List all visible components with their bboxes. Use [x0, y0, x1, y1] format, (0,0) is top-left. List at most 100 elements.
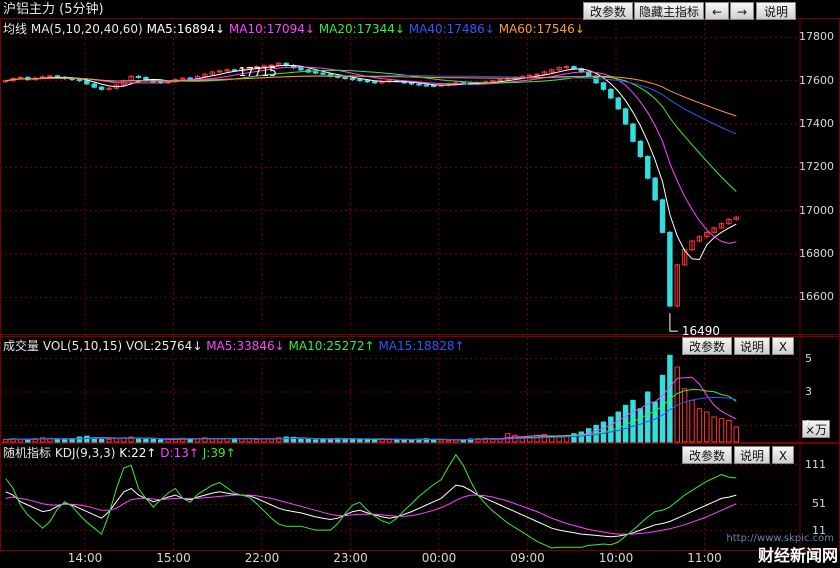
main-y-tick-label: 17000: [799, 203, 834, 217]
candle-body: [209, 71, 216, 75]
vol-ma10-legend: MA10:25272↑: [288, 339, 375, 353]
volume-bar: [298, 438, 304, 443]
chart-title: 沪铝主力 (5分钟): [3, 2, 104, 17]
volume-bar: [202, 437, 208, 443]
candle-body: [615, 97, 621, 110]
volume-bar: [253, 439, 260, 443]
volume-bar: [135, 438, 142, 443]
candle-body: [47, 75, 53, 78]
vol-unit-toggle-button[interactable]: ×万: [802, 420, 830, 438]
low-price-marker: [669, 313, 678, 332]
kdj-lines: [5, 453, 737, 549]
candle-body: [423, 84, 430, 87]
prev-arrow-button[interactable]: ←: [705, 2, 729, 20]
volume-bar: [39, 437, 46, 443]
watermark-brand: 财经新闻网: [757, 546, 838, 565]
volume-bar: [32, 438, 38, 443]
volume-bar: [482, 437, 489, 443]
candle-body: [180, 77, 186, 81]
volume-bar: [2, 439, 9, 443]
candle-body: [364, 80, 371, 83]
candle-body: [312, 71, 319, 74]
volume-bar: [423, 438, 430, 443]
vol-close-button[interactable]: X: [772, 337, 794, 355]
kdj-d-line: [5, 494, 737, 535]
kdj-j-legend: J:39↑: [202, 446, 236, 460]
ma-legend-name: 均线: [3, 22, 28, 36]
candle-body: [76, 79, 83, 82]
vol-legend-params: VOL(5,10,15): [42, 339, 123, 353]
kdj-help-button[interactable]: 说明: [734, 446, 770, 464]
vol-y-tick-label: 3: [805, 385, 812, 398]
volume-bar: [571, 433, 577, 443]
volume-bar: [652, 401, 658, 443]
candle-body: [2, 80, 9, 83]
kdj-close-button[interactable]: X: [772, 446, 794, 464]
x-tick-label: 09:00: [510, 551, 545, 565]
candle-body: [733, 216, 740, 220]
volume-bar: [312, 439, 319, 443]
candle-body: [135, 75, 142, 78]
main-y-tick-label: 17600: [799, 73, 834, 87]
candle-body: [431, 84, 437, 87]
volume-bar: [645, 391, 651, 443]
volume-bar: [401, 439, 407, 443]
volume-bar: [659, 374, 666, 443]
kdj-edit-params-button[interactable]: 改参数: [682, 446, 732, 464]
kdj-d-legend: D:13↑: [160, 446, 199, 460]
volume-bar: [98, 438, 105, 443]
candle-body: [526, 74, 533, 77]
candle-body: [349, 78, 356, 81]
volume-bar: [62, 439, 68, 443]
ma60-legend: MA60:17546↓: [498, 22, 585, 36]
x-tick-label: 00:00: [421, 551, 457, 565]
vol-value-legend: VOL:25764↓: [125, 339, 203, 353]
vol-ma15-line: [5, 396, 737, 441]
kdj-k-legend: K:22↑: [119, 446, 157, 460]
high-price-label: 17715: [239, 65, 277, 79]
ma40-legend: MA40:17486↓: [408, 22, 495, 36]
kdj-legend-name: 随机指标: [3, 446, 52, 460]
volume-bar: [726, 419, 732, 443]
vol-y-tick-label: 5: [805, 351, 812, 365]
candle-body: [276, 62, 282, 66]
hide-main-indicator-button[interactable]: 隐藏主指标: [634, 2, 704, 20]
candle-body: [571, 66, 577, 70]
candle-body: [689, 240, 695, 251]
next-arrow-button[interactable]: →: [730, 2, 754, 20]
candle-body: [630, 123, 636, 142]
volume-bar: [283, 436, 289, 443]
volume-bar: [76, 436, 83, 443]
candle-body: [541, 71, 548, 75]
candle-body: [320, 72, 326, 75]
ma10-legend: MA10:17094↓: [228, 22, 315, 36]
candle-body: [711, 227, 717, 233]
candle-body: [696, 236, 703, 242]
vol-edit-params-button[interactable]: 改参数: [682, 337, 732, 355]
volume-bar: [157, 439, 164, 443]
vol-y-tick-label: 1: [805, 418, 812, 432]
volume-bar: [438, 439, 444, 443]
annotations: 17715 16490: [239, 65, 721, 338]
vol-help-button[interactable]: 说明: [734, 337, 770, 355]
candle-body: [246, 67, 252, 70]
volume-bar: [290, 436, 297, 443]
ma5-line: [5, 64, 737, 261]
volume-ma-lines: [5, 376, 737, 441]
main-y-tick-label: 17800: [799, 30, 834, 44]
volume-bar: [718, 418, 725, 443]
candle-body: [342, 76, 348, 79]
edit-params-button[interactable]: 改参数: [583, 2, 633, 20]
ma10-line: [5, 66, 737, 244]
volume-bars: [2, 354, 740, 443]
help-button[interactable]: 说明: [756, 2, 796, 20]
candle-body: [645, 156, 651, 179]
candle-body: [187, 77, 193, 80]
ma60-line: [5, 75, 737, 117]
candle-body: [298, 67, 304, 71]
volume-bar: [704, 411, 710, 443]
panel-border: [0, 18, 840, 337]
candlestick-series: [2, 62, 740, 308]
candle-body: [497, 79, 503, 82]
